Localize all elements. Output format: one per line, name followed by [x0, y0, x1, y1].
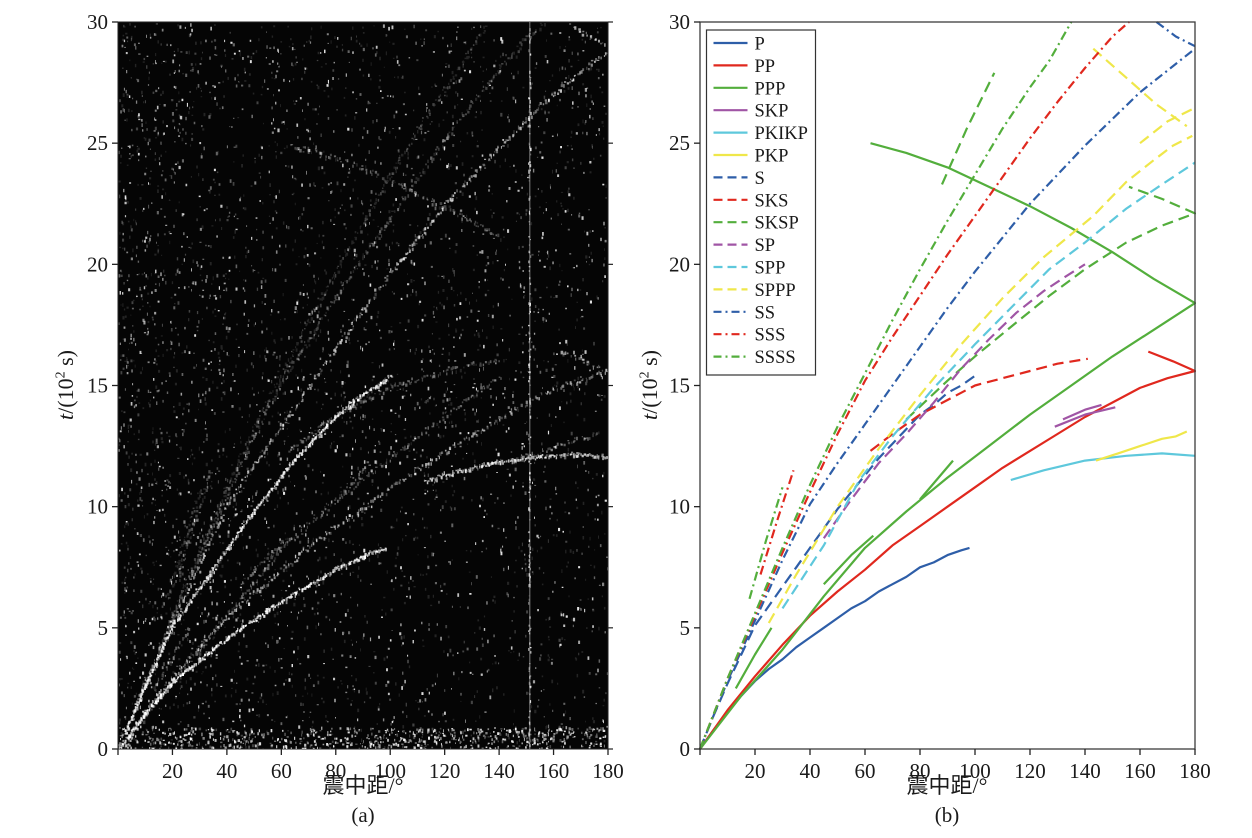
panel-b-curves [699, 21, 1196, 750]
legend-label-PPP: PPP [755, 79, 786, 99]
series-SKP [1054, 403, 1116, 428]
legend-label-SPPP: SPPP [755, 281, 796, 301]
panel-a-y-tick-label: 30 [87, 10, 108, 34]
panel-a-y-tick-label: 5 [98, 616, 109, 640]
panel-b-axes: 20 40 60 80 100 120 140 160 180 0 5 10 15 20 25 30 [669, 10, 1211, 783]
panel-b-x-tick-label: 120 [1014, 759, 1046, 783]
panel-a-x-tick-label: 60 [271, 759, 292, 783]
panel-a-y-tick-label: 25 [87, 131, 108, 155]
panel-a-x-tick-label: 100 [374, 759, 406, 783]
panel-b-y-axis-label: t/(102 s) [637, 350, 663, 420]
series-PP [699, 350, 1196, 750]
panel-a-y-tick-label: 20 [87, 252, 108, 276]
y-label-mid: /(10 [637, 378, 662, 414]
panel-a-axes: 20 40 60 80 100 120 140 160 180 0 5 10 15 20 25 30 [87, 10, 624, 783]
series-PPP [699, 142, 1196, 750]
series-SS [699, 21, 1196, 750]
legend-label-SPP: SPP [755, 259, 786, 279]
panel-a-x-tick-label: 160 [538, 759, 570, 783]
panel-a-wavefield [117, 21, 609, 750]
legend-label-PKP: PKP [755, 147, 789, 167]
series-SP [822, 263, 1086, 539]
panel-b-y-tick-label: 30 [669, 10, 690, 34]
panel-a-y-tick-label: 0 [98, 737, 109, 761]
panel-b-y-tick-label: 20 [669, 252, 690, 276]
panel-b-y-tick-label: 25 [669, 131, 690, 155]
series-SPPP [767, 47, 1193, 624]
series-S [699, 374, 976, 750]
legend-label-SKP: SKP [755, 102, 789, 122]
y-label-mid: /(10 [53, 378, 78, 414]
panel-b-x-tick-label: 100 [959, 759, 991, 783]
panel-a-x-tick-label: 180 [592, 759, 624, 783]
panel-b-x-tick-label: 160 [1124, 759, 1156, 783]
legend-label-SSSS: SSSS [755, 348, 796, 368]
series-SSSS [699, 21, 1073, 750]
panel-b-y-tick-label: 10 [669, 495, 690, 519]
panel-a-x-tick-label: 20 [162, 759, 183, 783]
legend-label-SS: SS [755, 303, 776, 323]
panel-a-y-axis-label: t/(102 s) [53, 350, 79, 420]
panel-b-caption: (b) [934, 803, 960, 827]
legend-label-SSS: SSS [755, 326, 786, 346]
panel-a-x-axis-label: 震中距/° [322, 773, 404, 798]
y-label-variable: t [53, 413, 78, 420]
panel-a-caption: (a) [351, 803, 375, 827]
legend-label-PKIKP: PKIKP [755, 124, 808, 144]
legend-label-S: S [755, 169, 765, 189]
legend-label-PP: PP [755, 57, 776, 77]
panel-b-x-tick-label: 60 [855, 759, 876, 783]
y-label-unit: s) [53, 350, 78, 372]
series-SPP [781, 161, 1196, 610]
panel-b-x-tick-label: 80 [910, 759, 931, 783]
panel-b-x-tick-label: 20 [745, 759, 766, 783]
legend-label-SP: SP [755, 236, 776, 256]
legend-label-SKS: SKS [755, 191, 789, 211]
series-PKP [1095, 430, 1188, 462]
panel-a-y-tick-label: 10 [87, 495, 108, 519]
panel-a-speckles [118, 22, 608, 749]
panel-a-y-tick-label: 15 [87, 374, 108, 398]
series-SKSP [905, 72, 1196, 421]
panel-a-x-tick-label: 80 [325, 759, 346, 783]
series-SSS [699, 21, 1130, 750]
panel-b-y-tick-label: 15 [669, 374, 690, 398]
panel-b-x-axis-label: 震中距/° [906, 773, 988, 798]
panel-b-y-tick-label: 5 [680, 616, 691, 640]
panel-b-y-tick-label: 0 [680, 737, 691, 761]
panel-b-x-tick-label: 140 [1069, 759, 1101, 783]
series-SKS [869, 357, 1088, 452]
y-label-superscript: 2 [637, 371, 653, 379]
legend-label-P: P [755, 35, 765, 55]
panel-a-x-tick-label: 140 [483, 759, 515, 783]
legend: PPPPPPSKPPKIKPPKPSSKSSKSPSPSPPSPPPSSSSSS… [705, 29, 817, 376]
panel-b-x-tick-label: 40 [800, 759, 821, 783]
panel-a-x-tick-label: 120 [429, 759, 461, 783]
panel-b-x-tick-label: 180 [1179, 759, 1211, 783]
panel-a-x-tick-label: 40 [216, 759, 237, 783]
legend-label-SKSP: SKSP [755, 214, 799, 234]
y-label-superscript: 2 [53, 371, 69, 379]
y-label-variable: t [637, 413, 662, 420]
y-label-unit: s) [637, 350, 662, 372]
